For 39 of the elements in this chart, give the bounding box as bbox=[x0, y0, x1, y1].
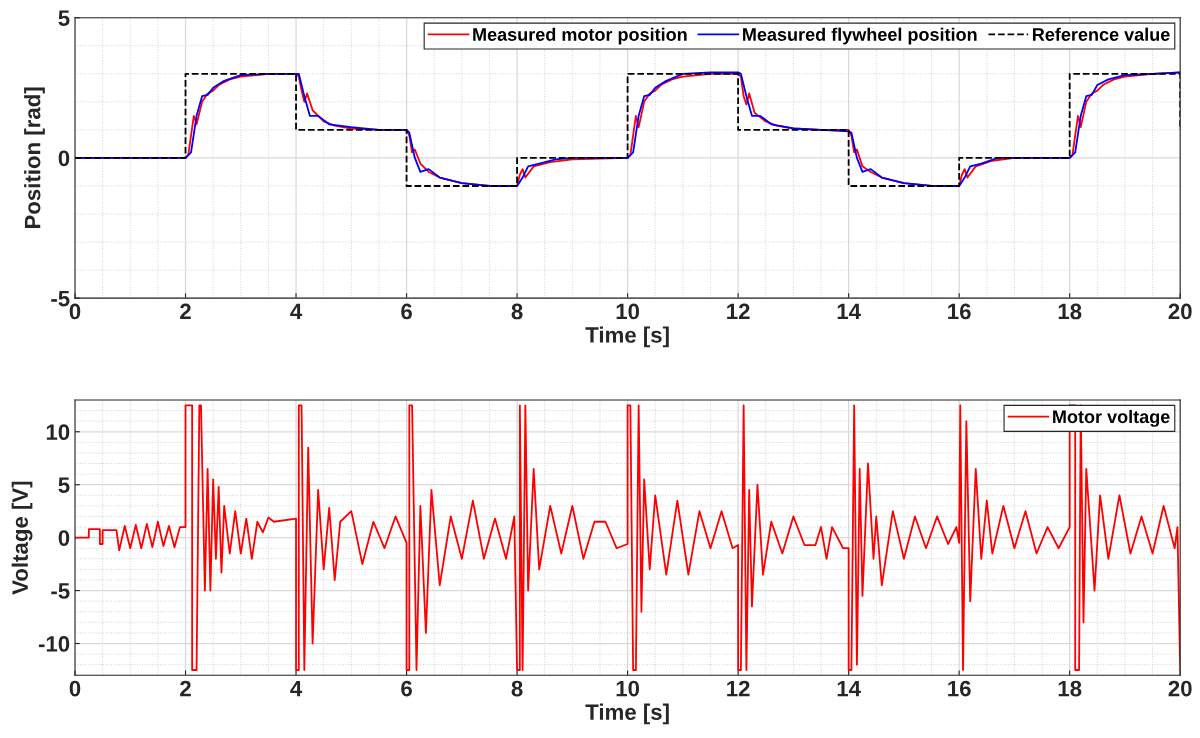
x-tick-label: 8 bbox=[511, 680, 523, 697]
y-tick-label: -5 bbox=[51, 583, 70, 599]
y-tick-label: 5 bbox=[58, 10, 70, 26]
y-tick-label: -5 bbox=[51, 290, 70, 307]
x-tick-label: 20 bbox=[1168, 680, 1192, 697]
legend-label: Motor voltage bbox=[1053, 409, 1170, 427]
x-tick-label: 6 bbox=[401, 680, 412, 697]
x-tick-label: 10 bbox=[616, 303, 640, 320]
y-tick-label: 0 bbox=[58, 530, 70, 546]
y-axis-title: Position [rad] bbox=[24, 87, 45, 229]
legend-label: Measured motor position bbox=[473, 27, 687, 45]
y-tick-label: 5 bbox=[58, 477, 70, 493]
line-series bbox=[75, 404, 1181, 671]
y-tick-label: 0 bbox=[58, 150, 70, 167]
y-tick-label: -10 bbox=[38, 636, 70, 652]
x-tick-label: 12 bbox=[727, 680, 750, 697]
y-axis-title: Voltage [V] bbox=[11, 481, 33, 595]
x-tick-label: 20 bbox=[1168, 303, 1192, 320]
x-tick-label: 8 bbox=[511, 303, 523, 320]
x-tick-label: 14 bbox=[837, 680, 861, 697]
y-tick-label: 10 bbox=[46, 424, 70, 441]
legend-label: Reference value bbox=[1032, 27, 1170, 41]
x-tick-label: 2 bbox=[180, 680, 191, 697]
x-tick-label: 14 bbox=[837, 303, 861, 320]
x-tick-label: 0 bbox=[69, 680, 81, 697]
x-tick-label: 10 bbox=[616, 680, 640, 697]
x-axis-title: Time [s] bbox=[585, 326, 669, 348]
x-tick-label: 12 bbox=[727, 303, 750, 320]
x-tick-label: 18 bbox=[1058, 680, 1082, 697]
x-tick-label: 18 bbox=[1058, 303, 1082, 320]
legend-label: Measured flywheel position bbox=[743, 27, 977, 45]
x-tick-label: 4 bbox=[290, 680, 303, 697]
x-tick-label: 2 bbox=[180, 303, 191, 320]
x-tick-label: 4 bbox=[290, 303, 303, 320]
x-axis-title: Time [s] bbox=[585, 703, 669, 725]
x-tick-label: 6 bbox=[401, 303, 412, 320]
x-tick-label: 16 bbox=[948, 680, 971, 697]
x-tick-label: 16 bbox=[948, 303, 971, 320]
x-tick-label: 0 bbox=[69, 303, 81, 320]
